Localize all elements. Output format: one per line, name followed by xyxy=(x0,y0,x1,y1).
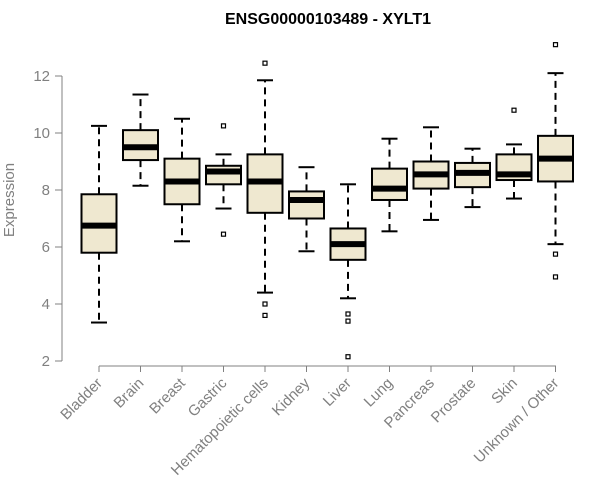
box-group xyxy=(371,137,408,233)
outlier-point xyxy=(552,274,559,280)
x-tick-label: Brain xyxy=(111,375,148,412)
box-group xyxy=(205,123,242,237)
y-tick-label: 12 xyxy=(33,68,50,85)
box-group xyxy=(288,166,325,253)
x-tick-label: Breast xyxy=(146,374,189,417)
y-tick-label: 10 xyxy=(33,125,50,142)
y-tick-label: 8 xyxy=(42,182,50,199)
box-iqr xyxy=(371,167,408,201)
outlier-point xyxy=(345,311,351,317)
box-group xyxy=(246,60,284,318)
outlier-point xyxy=(262,60,268,66)
box-iqr xyxy=(288,190,325,220)
outlier-point xyxy=(262,301,268,307)
x-tick-label: Skin xyxy=(488,375,521,408)
box-group xyxy=(163,117,201,243)
box-group xyxy=(80,124,118,324)
outlier-point xyxy=(345,318,351,324)
box-group xyxy=(122,93,159,187)
outlier-point xyxy=(552,251,559,257)
outlier-point xyxy=(220,123,227,129)
outlier-point xyxy=(345,354,351,360)
y-tick-label: 4 xyxy=(42,296,50,313)
chart-title: ENSG00000103489 - XYLT1 xyxy=(225,11,431,28)
box-group xyxy=(412,126,450,221)
outlier-point xyxy=(220,231,227,237)
box-group xyxy=(495,107,533,200)
y-tick-label: 2 xyxy=(42,353,50,370)
outlier-point xyxy=(511,107,517,113)
x-tick-label: Prostate xyxy=(428,375,480,427)
outlier-point xyxy=(262,312,268,318)
x-tick-label: Lung xyxy=(361,375,397,411)
x-tick-label: Bladder xyxy=(57,375,106,424)
y-tick-label: 6 xyxy=(42,239,50,256)
box-group xyxy=(537,42,574,280)
y-axis-label: Expression xyxy=(1,163,18,237)
outlier-point xyxy=(552,42,559,48)
x-tick-label: Kidney xyxy=(269,374,314,419)
x-tick-label: Liver xyxy=(320,375,355,410)
box-group xyxy=(329,183,367,360)
box-group xyxy=(454,147,491,209)
